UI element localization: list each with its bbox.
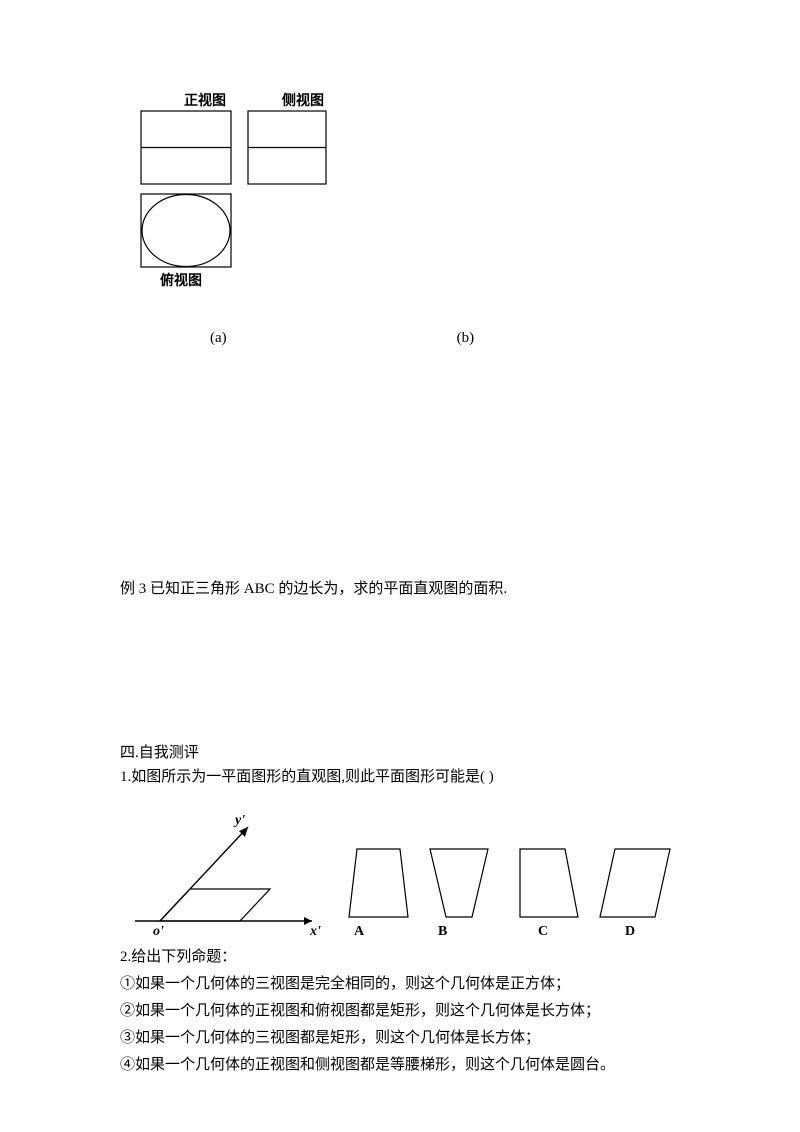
q2-s4: ④如果一个几何体的正视图和侧视图都是等腰梯形，则这个几何体是圆台。 [120,1052,680,1079]
q2-intro: 2.给出下列命题： [120,944,680,971]
x-prime-label: x' [309,924,321,939]
side-view-svg [247,110,327,185]
option-d-label: D [625,924,635,939]
oblique-axis-diagram: y' x' o' [135,813,321,939]
option-d-shape: D [600,849,670,939]
option-a-label: A [354,924,365,939]
q1-text: 1.如图所示为一平面图形的直观图,则此平面图形可能是( ) [120,765,680,789]
q1-figure: y' x' o' A B C [120,809,680,939]
caption-row: (a) (b) [120,330,680,347]
option-b-shape: B [430,849,488,939]
option-b-label: B [438,924,447,939]
front-view-svg [140,110,232,185]
top-view-label: 俯视图 [160,274,202,289]
caption-a: (a) [210,330,227,347]
q2-block: 2.给出下列命题： ①如果一个几何体的三视图是完全相同的，则这个几何体是正方体；… [120,944,680,1079]
q2-s3: ③如果一个几何体的三视图都是矩形，则这个几何体是长方体； [120,1025,680,1052]
q1-figure-svg: y' x' o' A B C [120,809,680,939]
side-view-label: 侧视图 [263,90,343,110]
option-a-shape: A [349,849,408,939]
page: 正视图 侧视图 俯视图 (a) (b) [0,0,800,1119]
option-c-shape: C [520,849,578,939]
caption-b: (b) [457,330,475,347]
top-view-svg [140,193,232,268]
front-view-label: 正视图 [165,90,245,110]
example-3-text: 例 3 已知正三角形 ABC 的边长为，求的平面直观图的面积. [120,581,507,597]
top-row [140,193,680,268]
three-view-block: 正视图 侧视图 俯视图 [140,90,680,290]
q2-s2: ②如果一个几何体的正视图和俯视图都是矩形，则这个几何体是长方体； [120,998,680,1025]
option-c-label: C [538,924,548,939]
view-labels-row: 正视图 侧视图 [165,90,680,110]
example-3: 例 3 已知正三角形 ABC 的边长为，求的平面直观图的面积. [120,577,680,601]
front-side-row [140,110,680,185]
o-prime-label: o' [153,924,164,939]
y-prime-label: y' [233,813,245,828]
q2-s1: ①如果一个几何体的三视图是完全相同的，则这个几何体是正方体； [120,971,680,998]
section-4-heading: 四.自我测评 [120,741,680,765]
section-4: 四.自我测评 1.如图所示为一平面图形的直观图,则此平面图形可能是( ) y' [120,741,680,1079]
